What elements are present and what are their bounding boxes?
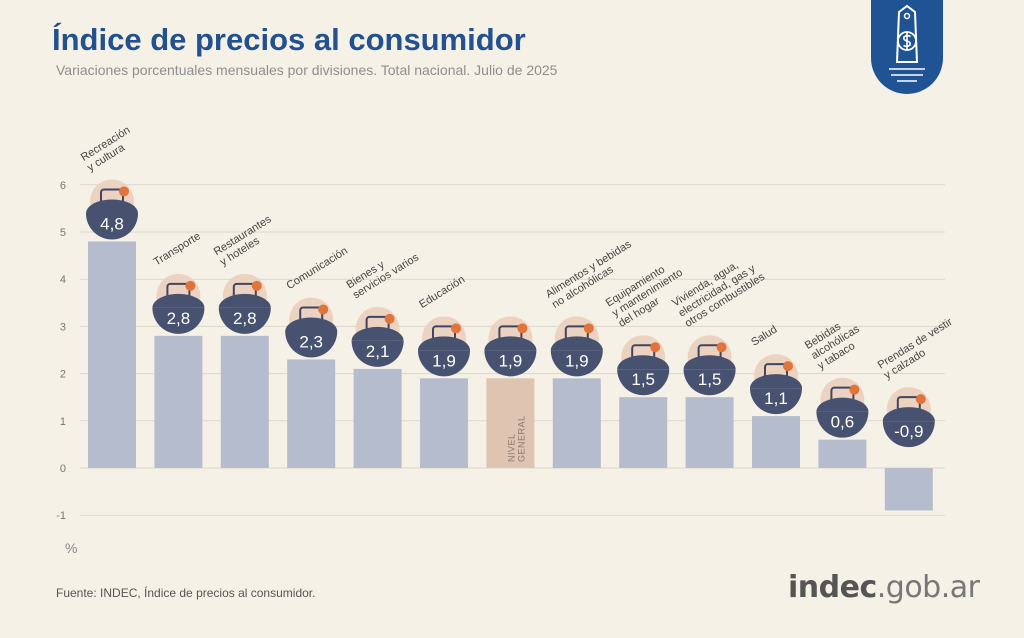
data-label: 0,6 [831,413,855,432]
price-tag-badge [871,0,943,94]
value-badge-top [750,374,802,389]
logo-main: indec [788,570,877,605]
bar [486,378,535,468]
value-badge [285,331,338,358]
category-label: Recreacióny cultura [79,124,139,174]
value-badge [218,307,271,334]
value-badge [816,411,869,438]
value-badge [152,307,205,334]
value-badge-top [484,336,537,351]
data-label: 1,5 [631,370,655,389]
value-badge-top [617,355,670,370]
bar [353,368,402,468]
bar-inner-label-line: NIVEL [506,433,516,462]
bar [154,335,203,468]
value-badge-top [816,397,869,412]
bar [619,397,668,468]
value-badge [418,350,470,377]
bar [420,378,468,468]
value-badge [750,388,802,415]
category-label: Restaurantesy hoteles [212,213,281,268]
value-badge-top [683,355,736,370]
bar [220,335,269,468]
category-label: Prendas de vestiry calzado [876,316,962,382]
value-badge-top [418,336,470,351]
data-label: -0,9 [894,422,923,441]
logo-suffix: .gob.ar [876,570,980,605]
y-tick-label: 3 [60,321,66,333]
category-label: Vivienda, agua,electricidad, gas yotros … [670,250,767,329]
value-badge-top [285,317,338,332]
value-badge [683,369,736,396]
category-label: Transporte [152,230,203,268]
data-label: 1,9 [432,351,456,370]
value-badge-top [86,199,138,214]
lightbulb-icon-accent [716,342,727,353]
y-tick-label: 5 [60,227,66,239]
page-subtitle: Variaciones porcentuales mensuales por d… [56,62,558,78]
data-label: 2,3 [299,332,323,351]
smartphone-icon-accent [318,304,329,315]
data-label: 1,5 [698,370,722,389]
category-label: Bienes yservicios varios [344,241,421,301]
page-title: Índice de precios al consumidor [52,22,526,57]
value-badge-top [882,407,935,422]
wine-glass-icon-accent [849,384,860,395]
bar-inner-label: NIVELGENERAL [506,415,526,462]
y-tick-label: 2 [60,369,66,381]
y-tick-label: 4 [60,274,66,286]
data-label: 2,8 [233,309,257,328]
tshirt-shoe-icon-accent [915,394,926,405]
bar [884,468,933,511]
bar [818,439,867,468]
category-label-line: Transporte [152,230,203,268]
chicken-food-icon-accent [583,323,594,334]
value-badge [351,340,404,367]
data-label: 1,1 [764,389,788,408]
category-label: Bebidasalcohólicasy tabaco [803,313,869,373]
category-label: Salud [749,324,779,349]
value-badge-top [152,293,205,308]
value-badge [550,350,603,377]
y-tick-label: -1 [56,510,66,522]
plate-cutlery-icon-accent [251,280,262,291]
bar [752,416,800,468]
value-badge [617,369,670,396]
y-axis-unit-label: % [65,540,77,556]
comb-scissors-icon-accent [384,313,395,324]
data-label: 2,1 [366,342,390,361]
bar [287,359,336,468]
value-badge [86,213,138,240]
value-badge-top [218,293,271,308]
beach-umbrella-icon-accent [119,186,129,197]
category-label: Comunicación [284,245,349,292]
bar [685,397,734,468]
y-tick-label: 6 [60,180,66,192]
notebook-pencil-icon-accent [451,323,461,334]
bar-inner-label-line: GENERAL [516,415,526,462]
value-badge-top [550,336,603,351]
air-conditioner-icon-accent [650,342,661,353]
y-tick-label: 0 [60,463,66,475]
y-tick-label: 1 [60,416,66,428]
category-label-line: Salud [749,324,779,349]
data-label: 1,9 [499,351,523,370]
price-tag-icon [889,4,925,82]
data-label: 1,9 [565,351,589,370]
bar [88,241,136,468]
indec-logo[interactable]: indec.gob.ar [788,570,980,605]
data-label: 2,8 [167,309,191,328]
category-label-line: Comunicación [284,245,349,292]
value-badge-top [351,326,404,341]
value-badge [484,350,537,377]
bar [552,378,601,468]
shopping-basket-icon-accent [517,323,528,334]
data-label: 4,8 [100,214,124,233]
car-sube-card-icon-accent [185,280,196,291]
source-note: Fuente: INDEC, Índice de precios al cons… [56,586,316,600]
value-badge [882,421,935,448]
medical-cross-icon-accent [783,361,793,372]
